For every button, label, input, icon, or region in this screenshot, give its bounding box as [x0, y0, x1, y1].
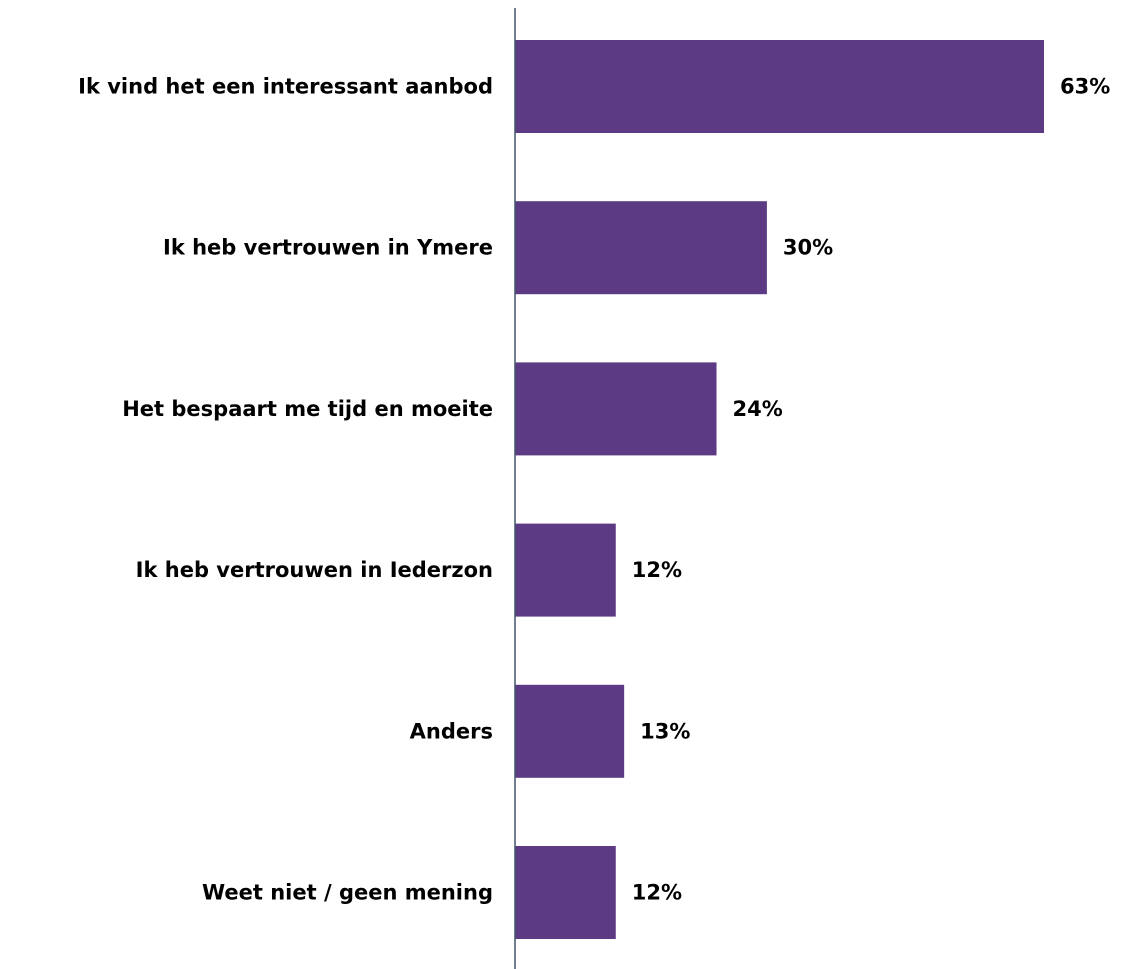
bar — [515, 201, 767, 295]
category-label: Ik vind het een interessant aanbod — [78, 75, 493, 99]
bar — [515, 40, 1044, 133]
value-label: 30% — [783, 236, 833, 260]
bars-group — [515, 40, 1044, 939]
bar — [515, 846, 616, 939]
value-label: 12% — [632, 558, 682, 582]
value-label: 63% — [1060, 75, 1110, 99]
bar — [515, 684, 625, 778]
value-label: 24% — [733, 397, 783, 421]
category-label: Ik heb vertrouwen in Iederzon — [136, 558, 493, 582]
category-label: Ik heb vertrouwen in Ymere — [163, 236, 493, 260]
category-label: Het bespaart me tijd en moeite — [122, 397, 493, 421]
value-labels-group: 63% 30% 24% 12% 13% 12% — [632, 75, 1111, 905]
bar — [515, 362, 717, 456]
category-label: Anders — [410, 719, 493, 743]
value-label: 12% — [632, 881, 682, 905]
value-label: 13% — [640, 719, 690, 743]
category-label: Weet niet / geen mening — [202, 881, 493, 905]
bar — [515, 523, 616, 617]
category-labels-group: Ik vind het een interessant aanbod Ik heb… — [78, 75, 493, 905]
